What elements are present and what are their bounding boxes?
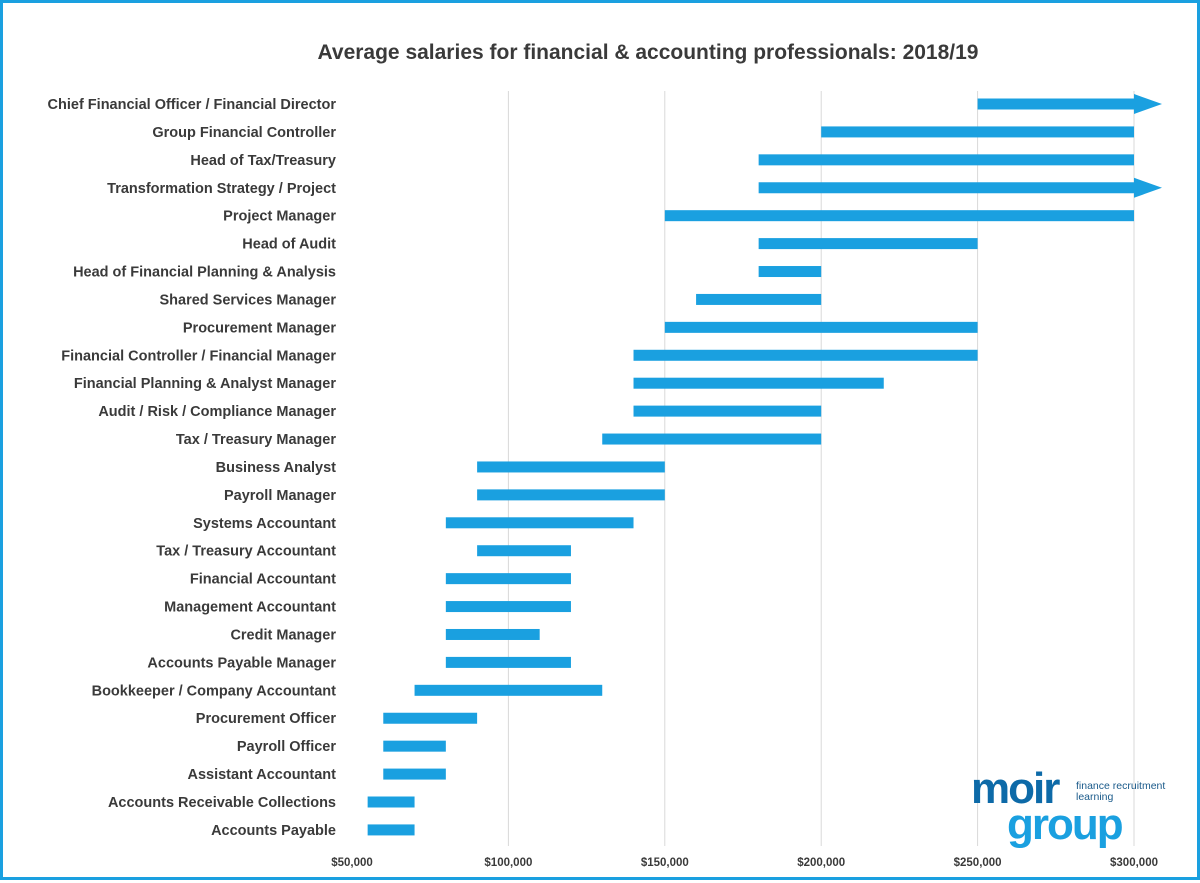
category-label: Credit Manager: [230, 627, 336, 643]
category-label: Procurement Officer: [196, 711, 337, 727]
salary-range-bar: [758, 266, 822, 278]
category-label: Financial Controller / Financial Manager: [61, 348, 336, 364]
x-tick-label: $300,000: [1110, 857, 1158, 869]
category-labels: Chief Financial Officer / Financial Dire…: [48, 97, 337, 839]
category-label: Assistant Accountant: [187, 767, 336, 783]
logo-tagline-2: learning: [1076, 791, 1114, 803]
salary-range-bar: [445, 517, 634, 529]
salary-range-bar: [758, 154, 1134, 166]
salary-range-bar: [445, 573, 571, 585]
category-label: Tax / Treasury Manager: [176, 432, 336, 448]
x-tick-label: $50,000: [331, 857, 373, 869]
salary-range-bar: [977, 98, 1134, 110]
category-label: Payroll Officer: [237, 739, 336, 755]
salary-range-bar: [821, 126, 1134, 138]
salary-range-bar: [445, 628, 540, 640]
x-tick-label: $200,000: [797, 857, 845, 869]
salary-range-bar: [477, 461, 665, 473]
category-label: Accounts Receivable Collections: [108, 795, 336, 811]
x-tick-label: $100,000: [484, 857, 532, 869]
salary-range-bar: [445, 601, 571, 613]
category-label: Payroll Manager: [224, 488, 336, 504]
salary-range-bar: [696, 293, 822, 305]
category-label: Project Manager: [223, 209, 336, 225]
salary-range-bar: [664, 210, 1134, 222]
category-label: Group Financial Controller: [152, 125, 336, 141]
logo-word-moir: moir: [971, 764, 1060, 813]
open-ended-arrow: [1134, 94, 1162, 114]
category-label: Audit / Risk / Compliance Manager: [98, 404, 336, 420]
salary-range-bar: [445, 656, 571, 668]
logo-word-group: group: [1007, 800, 1123, 849]
category-label: Financial Accountant: [190, 572, 336, 588]
category-label: Tax / Treasury Accountant: [156, 544, 336, 560]
category-label: Accounts Payable Manager: [147, 655, 336, 671]
moir-group-logo: moir group finance recruitment learning: [971, 764, 1165, 849]
salary-range-bar: [633, 405, 822, 417]
salary-range-bar: [758, 238, 978, 250]
category-label: Business Analyst: [216, 460, 337, 476]
category-label: Transformation Strategy / Project: [107, 181, 336, 197]
category-label: Bookkeeper / Company Accountant: [92, 683, 337, 699]
category-label: Head of Audit: [242, 237, 336, 253]
category-label: Chief Financial Officer / Financial Dire…: [48, 97, 337, 113]
salary-range-bar: [633, 349, 978, 361]
salary-range-bar: [664, 321, 978, 333]
x-axis-ticks: $50,000 $100,000 $150,000 $200,000 $250,000 $…: [331, 857, 1158, 869]
x-tick-label: $250,000: [954, 857, 1002, 869]
x-tick-label: $150,000: [641, 857, 689, 869]
category-label: Systems Accountant: [193, 516, 336, 532]
salary-range-bar: [367, 824, 415, 836]
salary-range-bar: [383, 712, 478, 724]
salary-range-bar: [367, 796, 415, 808]
bars-group: [367, 94, 1162, 836]
category-label: Accounts Payable: [211, 823, 336, 839]
category-label: Head of Tax/Treasury: [190, 153, 336, 169]
category-label: Shared Services Manager: [159, 292, 336, 308]
chart-title: Average salaries for financial & account…: [318, 41, 979, 64]
salary-range-bar: [477, 489, 665, 501]
salary-range-bar: [602, 433, 822, 445]
category-label: Procurement Manager: [183, 320, 336, 336]
category-label: Management Accountant: [164, 600, 336, 616]
category-label: Financial Planning & Analyst Manager: [74, 376, 336, 392]
salary-range-bar: [383, 740, 446, 752]
salary-range-bar: [383, 768, 446, 780]
category-label: Head of Financial Planning & Analysis: [73, 265, 336, 281]
salary-range-bar: [414, 684, 603, 696]
salary-range-bar: [758, 182, 1134, 194]
salary-range-bar: [477, 545, 571, 557]
open-ended-arrow: [1134, 177, 1162, 198]
logo-tagline-1: finance recruitment: [1076, 780, 1165, 792]
chart-canvas: Average salaries for financial & account…: [48, 41, 1166, 869]
salary-range-bar: [633, 377, 884, 389]
